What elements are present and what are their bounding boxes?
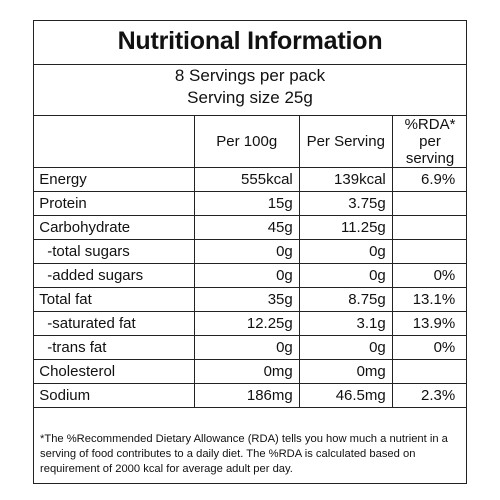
table-row: -added sugars 0g 0g 0% [33,263,468,288]
nutrition-table: Per 100g Per Serving %RDA* per serving E… [33,115,468,408]
nutrient-name: -trans fat [33,335,195,360]
table-row: Total fat 35g 8.75g 13.1% [33,287,468,312]
serving-size: Serving size 25g [187,88,313,107]
value-rda [391,215,468,240]
value-per-serving: 0g [298,263,393,288]
rda-footnote: *The %Recommended Dietary Allowance (RDA… [40,433,448,475]
nutrient-name: -saturated fat [33,311,195,336]
value-per-serving: 46.5mg [298,383,393,408]
value-rda: 13.1% [391,287,468,312]
table-row: -trans fat 0g 0g 0% [33,335,468,360]
value-rda [391,239,468,264]
nutrient-name: Protein [33,191,195,216]
value-per-serving: 0mg [298,359,393,384]
value-per-100g: 15g [193,191,300,216]
value-per-100g: 555kcal [193,167,300,192]
panel-title: Nutritional Information [117,27,383,55]
value-per-100g: 0g [193,239,300,264]
header-per-serving: Per Serving [298,115,393,168]
nutrient-name: -total sugars [33,239,195,264]
value-rda: 0% [391,335,468,360]
table-row: Cholesterol 0mg 0mg [33,359,468,384]
value-per-100g: 12.25g [193,311,300,336]
value-per-100g: 0mg [193,359,300,384]
nutrition-panel: Nutritional Information 8 Servings per p… [33,20,468,484]
value-per-100g: 0g [193,263,300,288]
table-header-row: Per 100g Per Serving %RDA* per serving [33,115,468,168]
value-per-100g: 0g [193,335,300,360]
value-rda: 0% [391,263,468,288]
table-row: -total sugars 0g 0g [33,239,468,264]
value-per-serving: 3.75g [298,191,393,216]
value-per-serving: 3.1g [298,311,393,336]
header-nutrient [33,115,195,168]
value-rda: 6.9% [391,167,468,192]
nutrient-name: Total fat [33,287,195,312]
table-row: Protein 15g 3.75g [33,191,468,216]
header-per-100g: Per 100g [193,115,300,168]
nutrient-name: -added sugars [33,263,195,288]
table-row: Energy 555kcal 139kcal 6.9% [33,167,468,192]
value-per-100g: 35g [193,287,300,312]
nutrient-name: Energy [33,167,195,192]
value-rda [391,191,468,216]
nutrient-name: Cholesterol [33,359,195,384]
value-per-serving: 11.25g [298,215,393,240]
servings-per-pack: 8 Servings per pack [174,66,326,85]
value-rda: 2.3% [391,383,468,408]
table-row: -saturated fat 12.25g 3.1g 13.9% [33,311,468,336]
nutrient-name: Sodium [33,383,195,408]
value-rda: 13.9% [391,311,468,336]
header-rda: %RDA* per serving [391,115,468,168]
value-rda [391,359,468,384]
header-rda-line2: per serving [405,133,455,167]
value-per-serving: 0g [298,335,393,360]
value-per-serving: 139kcal [298,167,393,192]
value-per-serving: 8.75g [298,287,393,312]
title-divider [34,64,466,65]
value-per-serving: 0g [298,239,393,264]
value-per-100g: 45g [193,215,300,240]
table-row: Carbohydrate 45g 11.25g [33,215,468,240]
table-row: Sodium 186mg 46.5mg 2.3% [33,383,468,408]
header-rda-line1: %RDA* [404,116,456,133]
value-per-100g: 186mg [193,383,300,408]
nutrient-name: Carbohydrate [33,215,195,240]
